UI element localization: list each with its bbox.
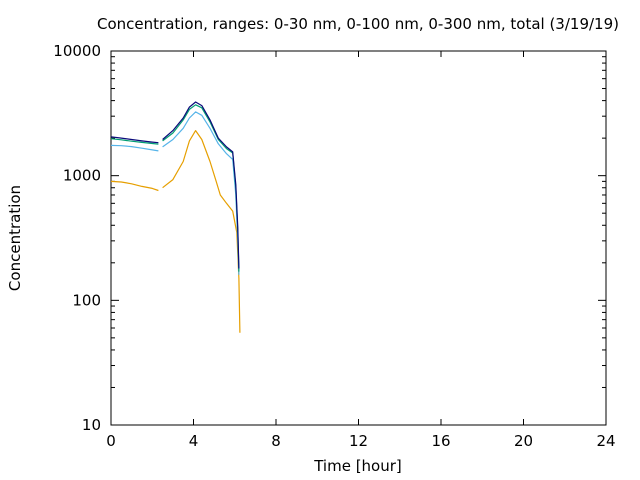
x-tick-label: 4 <box>189 432 199 450</box>
y-tick-label: 1000 <box>63 167 101 185</box>
x-tick-label: 12 <box>349 432 368 450</box>
x-axis-label: Time [hour] <box>313 457 402 475</box>
y-axis-label: Concentration <box>6 185 24 291</box>
x-tick-label: 24 <box>596 432 615 450</box>
chart-title: Concentration, ranges: 0-30 nm, 0-100 nm… <box>97 15 619 33</box>
x-tick-label: 16 <box>431 432 450 450</box>
series-line <box>110 104 240 272</box>
x-tick-label: 20 <box>514 432 533 450</box>
x-tick-label: 8 <box>271 432 281 450</box>
x-tick-label: 0 <box>106 432 116 450</box>
y-tick-label: 10000 <box>53 42 101 60</box>
plot-frame <box>110 50 607 426</box>
y-tick-label: 10 <box>82 416 101 434</box>
y-tick-label: 100 <box>72 291 101 309</box>
series-line <box>110 101 240 269</box>
series-layer <box>110 101 241 333</box>
series-line <box>110 130 241 333</box>
x-axis: 0 4 8 12 16 20 24 <box>106 51 616 450</box>
y-axis: 10 100 1000 10000 <box>53 42 606 434</box>
